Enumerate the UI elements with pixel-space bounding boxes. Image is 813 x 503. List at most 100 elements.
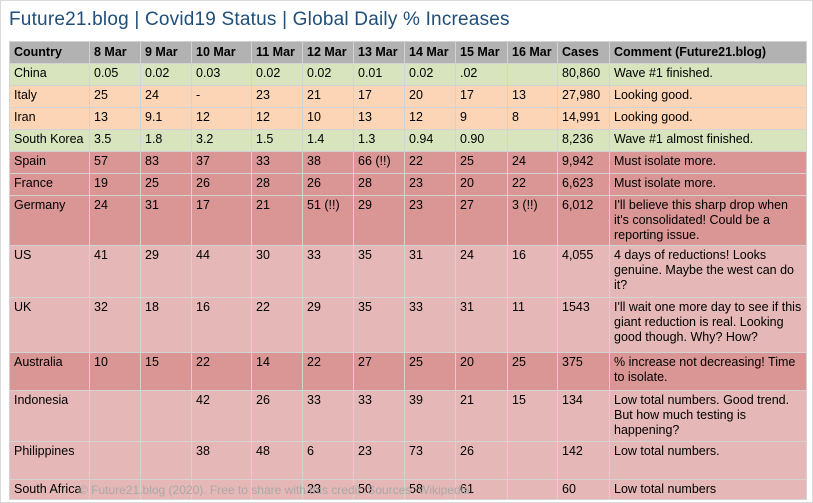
value-cell: [140, 440, 192, 480]
cases-cell: 142: [557, 440, 610, 480]
value-cell: 38: [191, 440, 252, 480]
value-cell: 22: [191, 352, 252, 392]
value-cell: 15: [507, 390, 558, 442]
value-cell: 33: [353, 390, 405, 442]
value-cell: 21: [251, 194, 303, 247]
column-header-cases: Cases: [557, 41, 610, 64]
column-header-comment-future21-blog: Comment (Future21.blog): [609, 41, 807, 64]
value-cell: 33: [302, 390, 354, 442]
cases-cell: 14,991: [557, 107, 610, 130]
value-cell: 13: [507, 85, 558, 108]
value-cell: 0.02: [251, 63, 303, 86]
value-cell: 33: [302, 245, 354, 299]
credit-footer: © Future21.blog (2020). Free to share wi…: [79, 483, 474, 497]
comment-cell: Low total numbers.: [609, 440, 807, 480]
value-cell: 24: [455, 245, 508, 299]
value-cell: 73: [404, 440, 456, 480]
value-cell: 26: [191, 173, 252, 196]
cases-cell: 27,980: [557, 85, 610, 108]
column-header-16-mar: 16 Mar: [507, 41, 558, 64]
value-cell: 25: [507, 352, 558, 392]
value-cell: 32: [89, 297, 141, 354]
column-header-country: Country: [9, 41, 90, 64]
comment-cell: Low total numbers: [609, 478, 807, 501]
country-cell: UK: [9, 297, 90, 354]
cases-cell: 4,055: [557, 245, 610, 299]
value-cell: 25: [140, 173, 192, 196]
table-row-south-africa: South Africa 23 50 58 61 60 Low total numbers: [9, 478, 807, 501]
cases-cell: 8,236: [557, 129, 610, 152]
value-cell: [89, 440, 141, 480]
value-cell: 11: [507, 297, 558, 354]
value-cell: 21: [455, 390, 508, 442]
value-cell: 33: [404, 297, 456, 354]
value-cell: 25: [404, 352, 456, 392]
country-cell: South Korea: [9, 129, 90, 152]
cases-cell: 6,623: [557, 173, 610, 196]
value-cell: 3.5: [89, 129, 141, 152]
table-row-germany: Germany 24 31 17 21 51 (!!) 29 23 27 3 (!!) 6,012 I…: [9, 194, 807, 247]
value-cell: 22: [404, 151, 456, 174]
comment-cell: Wave #1 almost finished.: [609, 129, 807, 152]
value-cell: 22: [302, 352, 354, 392]
comment-cell: I'll believe this sharp drop when it's c…: [609, 194, 807, 247]
value-cell: 0.01: [353, 63, 405, 86]
value-cell: [507, 63, 558, 86]
country-cell: South Africa: [9, 478, 90, 501]
value-cell: 31: [455, 297, 508, 354]
value-cell: 9.1: [140, 107, 192, 130]
value-cell: 0.02: [302, 63, 354, 86]
column-header-15-mar: 15 Mar: [455, 41, 508, 64]
column-header-9-mar: 9 Mar: [140, 41, 192, 64]
column-header-14-mar: 14 Mar: [404, 41, 456, 64]
value-cell: 38: [302, 151, 354, 174]
value-cell: 0.94: [404, 129, 456, 152]
value-cell: 37: [191, 151, 252, 174]
value-cell: 39: [404, 390, 456, 442]
column-header-13-mar: 13 Mar: [353, 41, 405, 64]
value-cell: 24: [140, 85, 192, 108]
value-cell: 10: [89, 352, 141, 392]
value-cell: 16: [507, 245, 558, 299]
table-row-france: France 19 25 26 28 26 28 23 20 22 6,623 Must isolat…: [9, 173, 807, 196]
value-cell: 21: [302, 85, 354, 108]
value-cell: 66 (!!): [353, 151, 405, 174]
value-cell: -: [191, 85, 252, 108]
country-cell: Indonesia: [9, 390, 90, 442]
value-cell: 30: [251, 245, 303, 299]
table-row-philippines: Philippines 38 48 6 23 73 26 142 Low total numbe…: [9, 440, 807, 480]
value-cell: 29: [353, 194, 405, 247]
cases-cell: 80,860: [557, 63, 610, 86]
value-cell: 57: [89, 151, 141, 174]
value-cell: 23: [404, 173, 456, 196]
country-cell: Italy: [9, 85, 90, 108]
country-cell: France: [9, 173, 90, 196]
table-row-china: China 0.05 0.02 0.03 0.02 0.02 0.01 0.02.02 80,8…: [9, 63, 807, 86]
value-cell: 48: [251, 440, 303, 480]
cases-cell: 60: [557, 478, 610, 501]
value-cell: 23: [404, 194, 456, 247]
value-cell: 28: [251, 173, 303, 196]
value-cell: 17: [353, 85, 405, 108]
value-cell: 3 (!!): [507, 194, 558, 247]
value-cell: 26: [302, 173, 354, 196]
value-cell: 25: [89, 85, 141, 108]
value-cell: 17: [191, 194, 252, 247]
value-cell: 1.5: [251, 129, 303, 152]
value-cell: [191, 478, 252, 501]
value-cell: 12: [404, 107, 456, 130]
value-cell: 51 (!!): [302, 194, 354, 247]
value-cell: 22: [507, 173, 558, 196]
country-cell: Australia: [9, 352, 90, 392]
table-row-australia: Australia 10 15 22 14 22 27 25 20 25 375% increase…: [9, 352, 807, 392]
comment-cell: % increase not decreasing! Time to isola…: [609, 352, 807, 392]
value-cell: 17: [455, 85, 508, 108]
cases-cell: 375: [557, 352, 610, 392]
value-cell: 1.8: [140, 129, 192, 152]
value-cell: 0.90: [455, 129, 508, 152]
table-row-us: US 41 29 44 30 33 35 31 24 16 4,055 4 days of reduc…: [9, 245, 807, 299]
value-cell: 6: [302, 440, 354, 480]
country-cell: Spain: [9, 151, 90, 174]
cases-cell: 9,942: [557, 151, 610, 174]
country-cell: Philippines: [9, 440, 90, 480]
